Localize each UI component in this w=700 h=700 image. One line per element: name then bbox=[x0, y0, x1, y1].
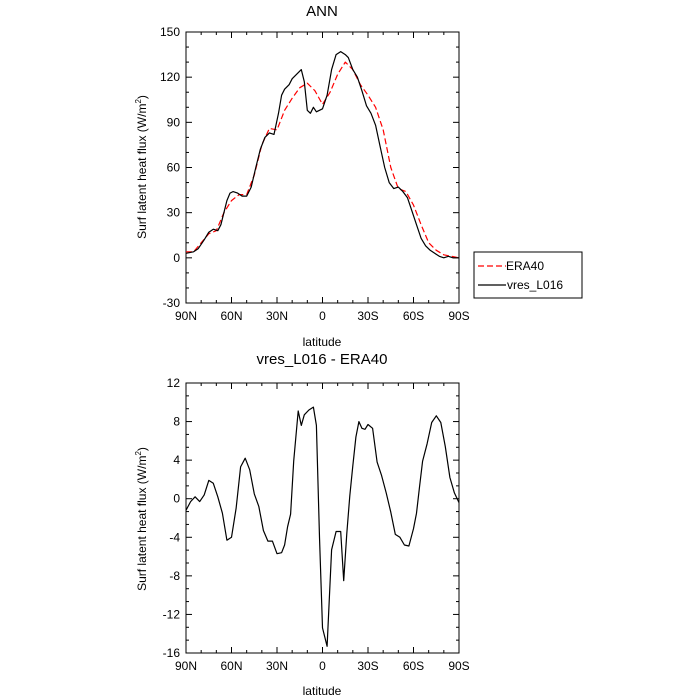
top-panel: ANN latitude Surf latent heat flux (W/m2… bbox=[134, 3, 470, 349]
x-tick-label: 60S bbox=[403, 659, 424, 673]
x-tick-label: 60N bbox=[220, 659, 242, 673]
y-tick-label: 0 bbox=[173, 251, 180, 265]
y-axis-label: Surf latent heat flux (W/m2) bbox=[134, 447, 149, 591]
x-axis-label: latitude bbox=[303, 684, 342, 698]
legend-label-vres-l016: vres_L016 bbox=[507, 278, 563, 292]
series-line-vres-l016 bbox=[185, 50, 459, 259]
x-tick-label: 60N bbox=[220, 309, 242, 323]
series-line-era40 bbox=[186, 61, 460, 259]
x-tick-label: 30N bbox=[266, 659, 288, 673]
y-tick-label: 60 bbox=[167, 161, 181, 175]
y-tick-label: -12 bbox=[163, 607, 181, 621]
x-tick-label: 60S bbox=[403, 309, 424, 323]
y-tick-label: 8 bbox=[173, 415, 180, 429]
x-tick-label: 90S bbox=[448, 659, 469, 673]
y-tick-label: -4 bbox=[169, 530, 180, 544]
bottom-panel: vres_L016 - ERA40 latitude Surf latent h… bbox=[134, 351, 470, 698]
x-axis-label: latitude bbox=[303, 335, 342, 349]
plot-frame bbox=[185, 31, 460, 304]
y-tick-label: -30 bbox=[163, 296, 181, 310]
y-tick-label: 30 bbox=[167, 206, 181, 220]
chart-title: vres_L016 - ERA40 bbox=[257, 351, 388, 368]
x-tick-label: 90N bbox=[175, 309, 197, 323]
y-tick-label: 120 bbox=[160, 70, 180, 84]
legend-label-era40: ERA40 bbox=[506, 259, 544, 273]
y-tick-label: 12 bbox=[167, 376, 181, 390]
legend-box bbox=[473, 251, 583, 299]
series-line-difference bbox=[185, 406, 460, 647]
x-tick-label: 0 bbox=[319, 309, 326, 323]
x-tick-label: 90S bbox=[448, 309, 469, 323]
x-tick-label: 30S bbox=[357, 659, 378, 673]
x-tick-label: 90N bbox=[175, 659, 197, 673]
chart-title: ANN bbox=[306, 3, 338, 20]
y-tick-label: 90 bbox=[167, 115, 181, 129]
y-tick-label: 150 bbox=[160, 25, 180, 39]
legend: ERA40 vres_L016 bbox=[473, 251, 583, 299]
x-tick-label: 30S bbox=[357, 309, 378, 323]
y-axis-label: Surf latent heat flux (W/m2) bbox=[134, 95, 149, 239]
x-tick-label: 0 bbox=[319, 659, 326, 673]
y-tick-label: 0 bbox=[173, 492, 180, 506]
y-tick-label: -16 bbox=[163, 646, 181, 660]
x-tick-label: 30N bbox=[266, 309, 288, 323]
y-tick-label: 4 bbox=[173, 453, 180, 467]
y-tick-label: -8 bbox=[169, 569, 180, 583]
